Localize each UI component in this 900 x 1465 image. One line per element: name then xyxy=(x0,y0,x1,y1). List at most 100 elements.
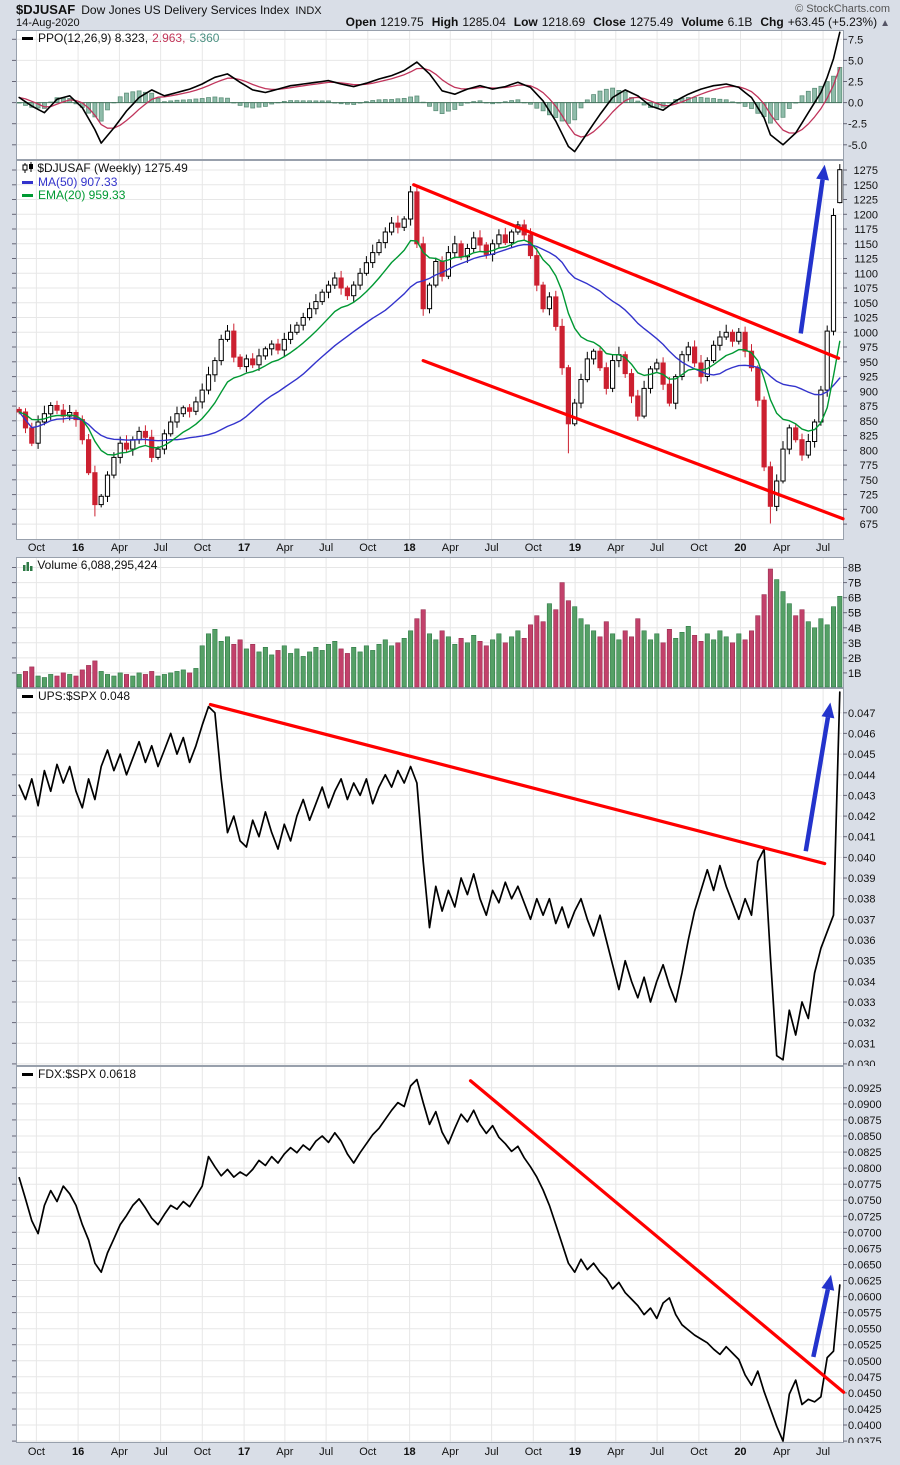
svg-text:0.0475: 0.0475 xyxy=(848,1372,882,1384)
svg-text:1150: 1150 xyxy=(854,239,878,251)
svg-text:7.5: 7.5 xyxy=(848,34,863,46)
change-label: Chg xyxy=(760,15,784,29)
open-label: Open xyxy=(345,15,377,29)
svg-text:800: 800 xyxy=(860,445,878,457)
svg-text:0.0600: 0.0600 xyxy=(848,1292,882,1304)
volume-label: Volume xyxy=(681,15,724,29)
fdx-chart: 0.0925 0.0900 0.0875 0.0850 0.0825 0.0800 0.07… xyxy=(12,1066,882,1443)
ppo-panel: 7.5 5.0 2.5 0.0 -2.5 -5.0 xyxy=(0,30,900,160)
low-label: Low xyxy=(513,15,538,29)
svg-text:850: 850 xyxy=(860,416,878,428)
svg-text:0.0750: 0.0750 xyxy=(848,1195,882,1207)
svg-text:2.5: 2.5 xyxy=(848,77,863,89)
svg-text:1025: 1025 xyxy=(854,313,878,325)
svg-text:0.038: 0.038 xyxy=(848,894,876,906)
svg-text:1125: 1125 xyxy=(854,254,878,266)
svg-text:0.046: 0.046 xyxy=(848,728,876,740)
svg-text:925: 925 xyxy=(860,372,878,384)
volume-panel: 8B 7B 6B 5B 4B 3B 2B 1B xyxy=(0,557,900,688)
x-axis-tick-label: Oct xyxy=(27,542,45,554)
x-axis-tick-label: Apr xyxy=(607,542,625,554)
fdx-legend: FDX:$SPX 0.0618 xyxy=(22,1068,136,1081)
svg-text:0.031: 0.031 xyxy=(848,1038,876,1050)
fdx-ratio-panel: 0.0925 0.0900 0.0875 0.0850 0.0825 0.0800 0.07… xyxy=(0,1066,900,1443)
x-axis-tick-label: 16 xyxy=(71,542,85,554)
x-axis-tick-label: Oct xyxy=(193,542,211,554)
price-legend-ema: EMA(20) 959.33 xyxy=(22,189,125,202)
svg-text:0.0400: 0.0400 xyxy=(848,1420,882,1432)
svg-text:8B: 8B xyxy=(848,563,861,575)
x-axis-tick-label: Oct xyxy=(690,1446,708,1458)
ppo-legend: PPO(12,26,9) 8.323, 2.963, 5.360 xyxy=(22,32,219,45)
svg-text:0.0: 0.0 xyxy=(848,98,863,110)
svg-text:900: 900 xyxy=(860,386,878,398)
x-axis-tick-label: Apr xyxy=(276,1446,294,1458)
svg-text:0.0875: 0.0875 xyxy=(848,1115,882,1127)
svg-text:0.0900: 0.0900 xyxy=(848,1099,882,1111)
svg-text:5B: 5B xyxy=(848,608,861,620)
x-axis-tick-label: 17 xyxy=(237,542,251,554)
svg-text:875: 875 xyxy=(860,401,878,413)
svg-text:5.0: 5.0 xyxy=(848,55,863,67)
volume-legend: Volume 6,088,295,424 xyxy=(22,559,157,572)
fdx-label: FDX:$SPX 0.0618 xyxy=(38,1067,137,1081)
svg-text:1100: 1100 xyxy=(854,268,878,280)
x-axis-tick-label: 18 xyxy=(403,1446,416,1458)
svg-text:2B: 2B xyxy=(848,653,861,665)
svg-text:0.0800: 0.0800 xyxy=(848,1163,882,1175)
svg-text:0.037: 0.037 xyxy=(848,914,876,926)
high-label: High xyxy=(431,15,459,29)
ema20-label: EMA(20) 959.33 xyxy=(38,188,126,202)
svg-text:950: 950 xyxy=(860,357,878,369)
index-name: Dow Jones US Delivery Services Index xyxy=(81,3,290,17)
svg-text:675: 675 xyxy=(860,519,878,531)
svg-text:0.042: 0.042 xyxy=(848,811,876,823)
ma50-swatch-icon xyxy=(22,181,33,185)
x-axis-tick-label: Jul xyxy=(153,542,168,554)
x-axis-tick-label: Apr xyxy=(110,542,128,554)
svg-text:7B: 7B xyxy=(848,578,861,590)
open-value: 1219.75 xyxy=(380,15,424,29)
x-axis-tick-label: Apr xyxy=(441,542,459,554)
x-axis-tick-label: 17 xyxy=(237,1446,251,1458)
x-axis-tick-label: Oct xyxy=(27,1446,45,1458)
quote-line: Open 1219.75 High 1285.04 Low 1218.69 Close 127… xyxy=(346,15,890,29)
price-legend-symbol: $DJUSAF (Weekly) 1275.49 xyxy=(22,162,188,175)
svg-text:6B: 6B xyxy=(848,593,861,605)
volume-label-text: Volume 6,088,295,424 xyxy=(37,558,158,572)
svg-text:0.043: 0.043 xyxy=(848,790,876,802)
price-xaxis-labels: Oct 16 Apr Jul Oct 17 Apr Jul Oct 18 Apr Jul Oct 19 Ap… xyxy=(0,540,900,557)
x-axis-tick-label: Oct xyxy=(524,542,542,554)
svg-text:0.0375: 0.0375 xyxy=(848,1436,882,1443)
svg-text:3B: 3B xyxy=(848,638,861,650)
x-axis-tick-label: Oct xyxy=(690,542,708,554)
stockcharts-credit: © StockCharts.com xyxy=(795,3,890,15)
x-axis-tick-label: Jul xyxy=(484,1446,499,1458)
x-axis-tick-label: 18 xyxy=(403,542,416,554)
ema20-swatch-icon xyxy=(22,194,33,198)
x-axis-tick-label: Jul xyxy=(650,542,665,554)
svg-text:0.045: 0.045 xyxy=(848,749,876,761)
svg-text:-2.5: -2.5 xyxy=(848,119,867,131)
x-axis-tick-label: Apr xyxy=(441,1446,459,1458)
x-axis-tick-label: Jul xyxy=(816,1446,831,1458)
close-label: Close xyxy=(593,15,626,29)
svg-text:0.0500: 0.0500 xyxy=(848,1356,882,1368)
svg-text:0.041: 0.041 xyxy=(848,832,876,844)
svg-text:0.032: 0.032 xyxy=(848,1018,876,1030)
ppo-label: PPO(12,26,9) 8.323, xyxy=(38,31,149,45)
svg-text:0.0550: 0.0550 xyxy=(848,1324,882,1336)
svg-text:0.0775: 0.0775 xyxy=(848,1179,882,1191)
x-axis-tick-label: 16 xyxy=(71,1446,85,1458)
x-axis-tick-label: 20 xyxy=(734,1446,747,1458)
svg-text:-5.0: -5.0 xyxy=(848,140,867,152)
svg-text:0.0675: 0.0675 xyxy=(848,1243,882,1255)
bottom-xaxis-labels: Oct 16 Apr Jul Oct 17 Apr Jul Oct 18 Apr Jul Oct 19 Ap… xyxy=(0,1444,900,1464)
ppo-chart: 7.5 5.0 2.5 0.0 -2.5 -5.0 xyxy=(12,30,867,160)
svg-text:0.0425: 0.0425 xyxy=(848,1404,882,1416)
header-left: $DJUSAF Dow Jones US Delivery Services In… xyxy=(16,2,322,17)
svg-text:1B: 1B xyxy=(848,668,861,680)
svg-text:1175: 1175 xyxy=(854,224,878,236)
ppo-line-swatch-icon xyxy=(22,37,33,41)
price-symbol-label: $DJUSAF (Weekly) 1275.49 xyxy=(37,161,188,175)
